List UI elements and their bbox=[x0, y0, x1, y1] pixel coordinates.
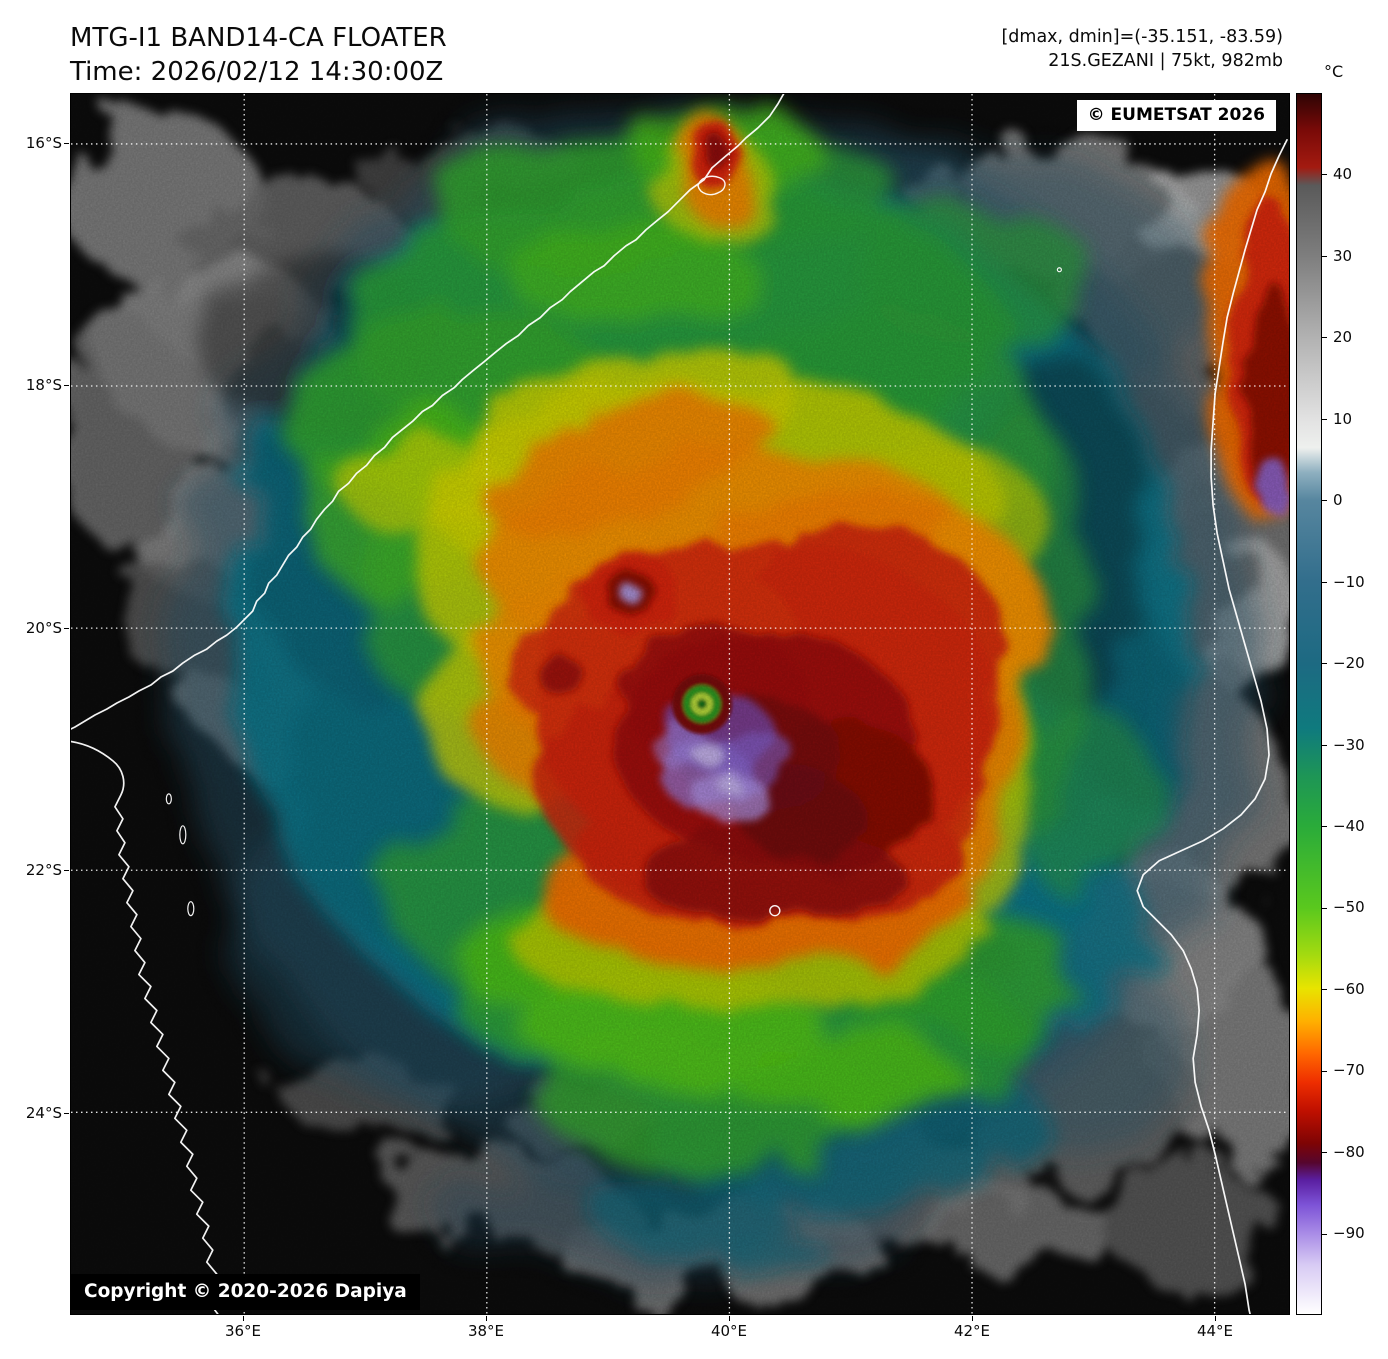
lat-tick-label: 18°S bbox=[25, 376, 62, 394]
lat-tick-mark bbox=[64, 628, 69, 629]
colorbar-tick-mark bbox=[1322, 1234, 1327, 1235]
colorbar-tick-label: −40 bbox=[1333, 817, 1365, 835]
colorbar-tick-label: 0 bbox=[1333, 491, 1343, 509]
coastal-islet bbox=[165, 793, 172, 805]
lon-tick-label: 36°E bbox=[224, 1322, 262, 1340]
coastal-islet bbox=[179, 825, 187, 845]
lat-tick-label: 22°S bbox=[25, 861, 62, 879]
coastline bbox=[71, 94, 1288, 1314]
lon-tick-label: 42°E bbox=[953, 1322, 991, 1340]
colorbar-tick-mark bbox=[1322, 1071, 1327, 1072]
colorbar-tick-mark bbox=[1322, 582, 1327, 583]
lat-tick-label: 16°S bbox=[25, 134, 62, 152]
colorbar-tick-mark bbox=[1322, 337, 1327, 338]
colorbar-tick-mark bbox=[1322, 419, 1327, 420]
lon-tick-mark bbox=[729, 1316, 730, 1321]
colorbar-tick-mark bbox=[1322, 826, 1327, 827]
coastline-mozambique-south bbox=[71, 740, 222, 1314]
eumetsat-watermark: © EUMETSAT 2026 bbox=[1076, 100, 1276, 132]
storm-info-label: 21S.GEZANI | 75kt, 982mb bbox=[1048, 51, 1283, 71]
lat-tick-label: 24°S bbox=[25, 1104, 62, 1122]
colorbar-tick-mark bbox=[1322, 256, 1327, 257]
lon-tick-mark bbox=[243, 1316, 244, 1321]
lat-tick-label: 20°S bbox=[25, 619, 62, 637]
noise-texture bbox=[71, 94, 1289, 1314]
lon-tick-mark bbox=[972, 1316, 973, 1321]
colorbar-tick-label: −30 bbox=[1333, 736, 1365, 754]
colorbar-tick-label: −50 bbox=[1333, 898, 1365, 916]
copyright-label: Copyright © 2020-2026 Dapiya bbox=[71, 1273, 420, 1310]
colorbar-tick-label: −10 bbox=[1333, 573, 1365, 591]
island-outline-south bbox=[769, 904, 781, 917]
satellite-imagery bbox=[71, 94, 1289, 1314]
header-info-block: [dmax, dmin]=(-35.151, -83.59) 21S.GEZAN… bbox=[1001, 25, 1283, 73]
lat-tick-mark bbox=[64, 1113, 69, 1114]
lat-tick-mark bbox=[64, 385, 69, 386]
lat-tick-mark bbox=[64, 143, 69, 144]
colorbar-tick-label: 30 bbox=[1333, 247, 1353, 265]
colorbar-tick-mark bbox=[1322, 989, 1327, 990]
lon-tick-label: 44°E bbox=[1196, 1322, 1234, 1340]
product-title: MTG-I1 BAND14-CA FLOATER bbox=[70, 23, 447, 53]
colorbar-gradient bbox=[1296, 93, 1322, 1315]
timestamp-label: Time: 2026/02/12 14:30:00Z bbox=[70, 57, 444, 87]
dmax-dmin-label: [dmax, dmin]=(-35.151, -83.59) bbox=[1001, 27, 1283, 47]
colorbar-tick-label: 40 bbox=[1333, 165, 1353, 183]
colorbar-tick-label: −80 bbox=[1333, 1143, 1365, 1161]
colorbar-tick-label: −70 bbox=[1333, 1061, 1365, 1079]
colorbar-tick-label: −90 bbox=[1333, 1224, 1365, 1242]
colorbar-tick-mark bbox=[1322, 174, 1327, 175]
coastline-madagascar bbox=[1136, 139, 1288, 1314]
colorbar-tick-mark bbox=[1322, 745, 1327, 746]
lon-tick-mark bbox=[486, 1316, 487, 1321]
colorbar-tick-label: −60 bbox=[1333, 980, 1365, 998]
colorbar-unit: °C bbox=[1324, 62, 1344, 81]
latlon-grid bbox=[71, 94, 1289, 1314]
colorbar-tick-label: 10 bbox=[1333, 410, 1353, 428]
coastline-mozambique-north bbox=[71, 94, 785, 730]
lon-tick-mark bbox=[1215, 1316, 1216, 1321]
colorbar-tick-mark bbox=[1322, 908, 1327, 909]
lon-tick-label: 40°E bbox=[710, 1322, 748, 1340]
lon-tick-label: 38°E bbox=[467, 1322, 505, 1340]
coastal-islet bbox=[1056, 267, 1062, 273]
header-title-block: MTG-I1 BAND14-CA FLOATER Time: 2026/02/1… bbox=[70, 21, 447, 89]
coastal-islet bbox=[187, 901, 195, 917]
colorbar-tick-mark bbox=[1322, 1152, 1327, 1153]
map-frame: © EUMETSAT 2026 Copyright © 2020-2026 Da… bbox=[70, 93, 1290, 1315]
colorbar-tick-label: −20 bbox=[1333, 654, 1365, 672]
island-outline-north bbox=[697, 175, 726, 196]
colorbar-tick-mark bbox=[1322, 663, 1327, 664]
colorbar-tick-label: 20 bbox=[1333, 328, 1353, 346]
colorbar-tick-mark bbox=[1322, 500, 1327, 501]
lat-tick-mark bbox=[64, 870, 69, 871]
